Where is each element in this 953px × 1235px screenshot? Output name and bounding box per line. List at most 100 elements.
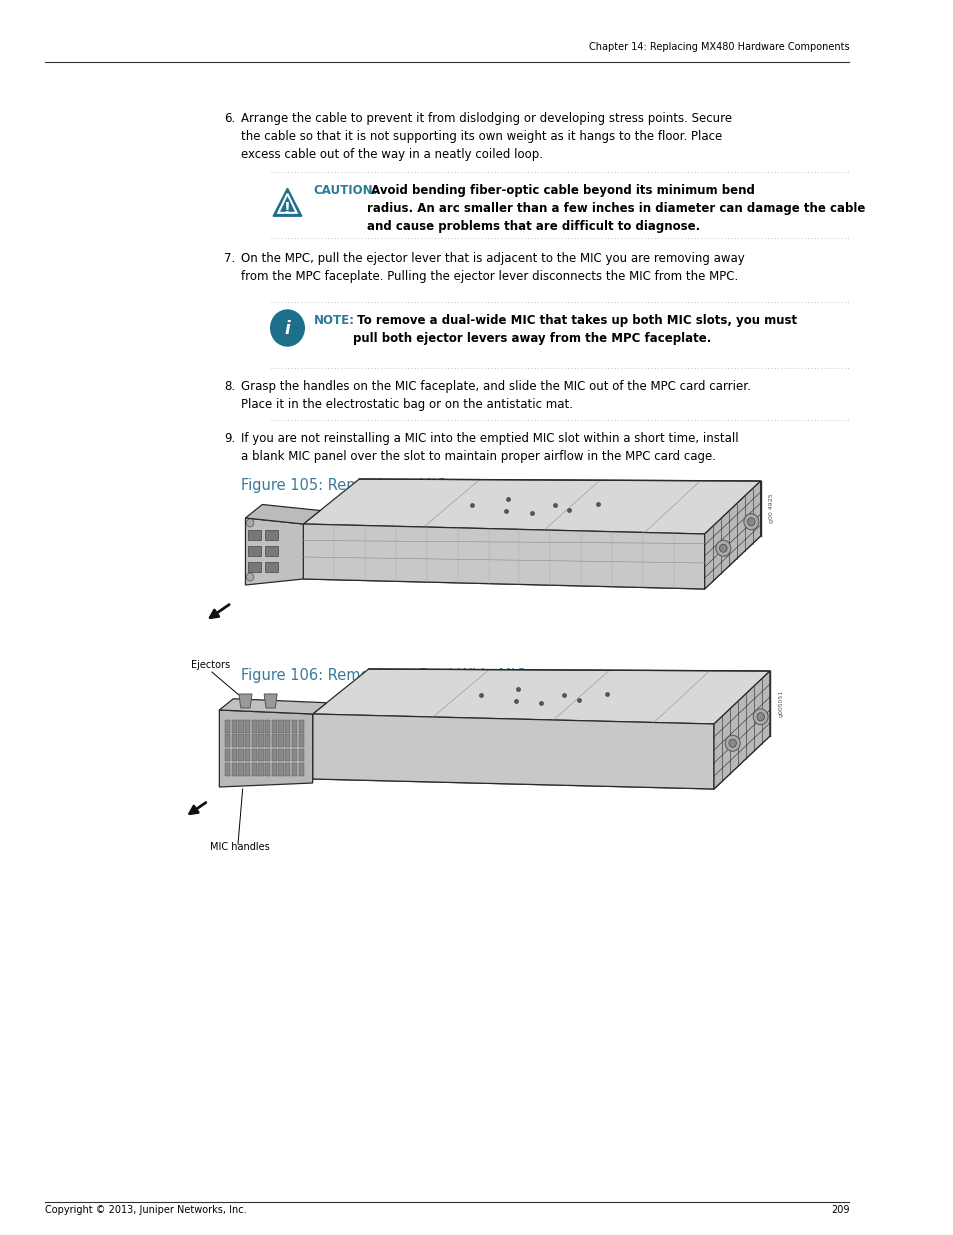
Text: Arrange the cable to prevent it from dislodging or developing stress points. Sec: Arrange the cable to prevent it from dis… xyxy=(240,112,731,161)
FancyBboxPatch shape xyxy=(258,720,263,732)
Text: CAUTION:: CAUTION: xyxy=(314,184,377,198)
FancyBboxPatch shape xyxy=(272,763,276,776)
Circle shape xyxy=(271,310,304,346)
FancyBboxPatch shape xyxy=(292,720,296,732)
Polygon shape xyxy=(704,480,760,589)
FancyBboxPatch shape xyxy=(265,720,270,732)
FancyBboxPatch shape xyxy=(265,763,270,776)
Text: Figure 106: Removing a Dual-Wide MIC: Figure 106: Removing a Dual-Wide MIC xyxy=(240,668,525,683)
FancyBboxPatch shape xyxy=(292,748,296,761)
FancyBboxPatch shape xyxy=(265,735,270,747)
FancyBboxPatch shape xyxy=(292,735,296,747)
Polygon shape xyxy=(238,694,252,708)
FancyBboxPatch shape xyxy=(298,720,303,732)
Circle shape xyxy=(756,713,763,721)
FancyBboxPatch shape xyxy=(248,546,261,556)
FancyBboxPatch shape xyxy=(265,562,278,572)
FancyBboxPatch shape xyxy=(252,748,256,761)
FancyBboxPatch shape xyxy=(245,748,250,761)
FancyBboxPatch shape xyxy=(225,763,230,776)
Polygon shape xyxy=(264,694,277,708)
Text: Copyright © 2013, Juniper Networks, Inc.: Copyright © 2013, Juniper Networks, Inc. xyxy=(45,1205,246,1215)
FancyBboxPatch shape xyxy=(248,562,261,572)
FancyBboxPatch shape xyxy=(245,720,250,732)
FancyBboxPatch shape xyxy=(278,720,283,732)
FancyBboxPatch shape xyxy=(258,763,263,776)
Polygon shape xyxy=(313,714,713,789)
FancyBboxPatch shape xyxy=(232,735,236,747)
Text: g00 4925: g00 4925 xyxy=(768,494,774,524)
FancyBboxPatch shape xyxy=(238,720,243,732)
Circle shape xyxy=(719,545,726,552)
Circle shape xyxy=(246,573,253,580)
Text: If you are not reinstalling a MIC into the emptied MIC slot within a short time,: If you are not reinstalling a MIC into t… xyxy=(240,432,738,463)
Text: g005051: g005051 xyxy=(778,690,782,718)
FancyBboxPatch shape xyxy=(265,546,278,556)
FancyBboxPatch shape xyxy=(252,720,256,732)
FancyBboxPatch shape xyxy=(298,748,303,761)
Text: On the MPC, pull the ejector lever that is adjacent to the MIC you are removing : On the MPC, pull the ejector lever that … xyxy=(240,252,743,283)
Polygon shape xyxy=(303,534,760,589)
FancyBboxPatch shape xyxy=(292,763,296,776)
FancyBboxPatch shape xyxy=(278,748,283,761)
Text: To remove a dual-wide MIC that takes up both MIC slots, you must
pull both eject: To remove a dual-wide MIC that takes up … xyxy=(353,314,796,345)
FancyBboxPatch shape xyxy=(232,748,236,761)
Text: MIC handles: MIC handles xyxy=(210,842,270,852)
FancyBboxPatch shape xyxy=(238,763,243,776)
FancyBboxPatch shape xyxy=(278,763,283,776)
Text: 6.: 6. xyxy=(224,112,235,125)
FancyBboxPatch shape xyxy=(252,735,256,747)
FancyBboxPatch shape xyxy=(225,748,230,761)
FancyBboxPatch shape xyxy=(238,735,243,747)
Text: NOTE:: NOTE: xyxy=(314,314,355,327)
Text: Figure 105: Removing a MIC: Figure 105: Removing a MIC xyxy=(240,478,445,493)
FancyBboxPatch shape xyxy=(265,748,270,761)
Circle shape xyxy=(715,540,730,556)
FancyBboxPatch shape xyxy=(298,735,303,747)
Circle shape xyxy=(753,709,767,725)
Polygon shape xyxy=(303,479,760,534)
Text: i: i xyxy=(284,320,290,338)
Text: 209: 209 xyxy=(830,1205,848,1215)
Polygon shape xyxy=(303,524,704,589)
Polygon shape xyxy=(313,734,769,789)
FancyBboxPatch shape xyxy=(285,763,290,776)
FancyBboxPatch shape xyxy=(278,735,283,747)
FancyBboxPatch shape xyxy=(225,720,230,732)
FancyBboxPatch shape xyxy=(232,720,236,732)
Polygon shape xyxy=(713,671,769,789)
Circle shape xyxy=(246,519,253,527)
Text: 8.: 8. xyxy=(224,380,235,393)
Text: Ejectors: Ejectors xyxy=(192,659,231,671)
FancyBboxPatch shape xyxy=(285,735,290,747)
Polygon shape xyxy=(219,699,326,714)
Polygon shape xyxy=(245,517,303,585)
FancyBboxPatch shape xyxy=(285,720,290,732)
FancyBboxPatch shape xyxy=(272,720,276,732)
Text: Grasp the handles on the MIC faceplate, and slide the MIC out of the MPC card ca: Grasp the handles on the MIC faceplate, … xyxy=(240,380,750,411)
Text: 7.: 7. xyxy=(224,252,235,266)
Polygon shape xyxy=(219,710,313,787)
FancyBboxPatch shape xyxy=(285,748,290,761)
FancyBboxPatch shape xyxy=(265,530,278,540)
FancyBboxPatch shape xyxy=(272,748,276,761)
FancyBboxPatch shape xyxy=(248,530,261,540)
FancyBboxPatch shape xyxy=(258,748,263,761)
Circle shape xyxy=(743,514,758,530)
FancyBboxPatch shape xyxy=(245,735,250,747)
FancyBboxPatch shape xyxy=(272,735,276,747)
FancyBboxPatch shape xyxy=(252,763,256,776)
Text: Avoid bending fiber-optic cable beyond its minimum bend
radius. An arc smaller t: Avoid bending fiber-optic cable beyond i… xyxy=(366,184,864,233)
Polygon shape xyxy=(313,669,769,724)
Circle shape xyxy=(728,740,736,747)
Text: 9.: 9. xyxy=(224,432,235,445)
Polygon shape xyxy=(273,188,301,216)
Polygon shape xyxy=(245,505,320,524)
FancyBboxPatch shape xyxy=(298,763,303,776)
FancyBboxPatch shape xyxy=(258,735,263,747)
Circle shape xyxy=(747,517,754,526)
FancyBboxPatch shape xyxy=(245,763,250,776)
Text: !: ! xyxy=(284,201,291,216)
FancyBboxPatch shape xyxy=(232,763,236,776)
Text: Chapter 14: Replacing MX480 Hardware Components: Chapter 14: Replacing MX480 Hardware Com… xyxy=(588,42,848,52)
